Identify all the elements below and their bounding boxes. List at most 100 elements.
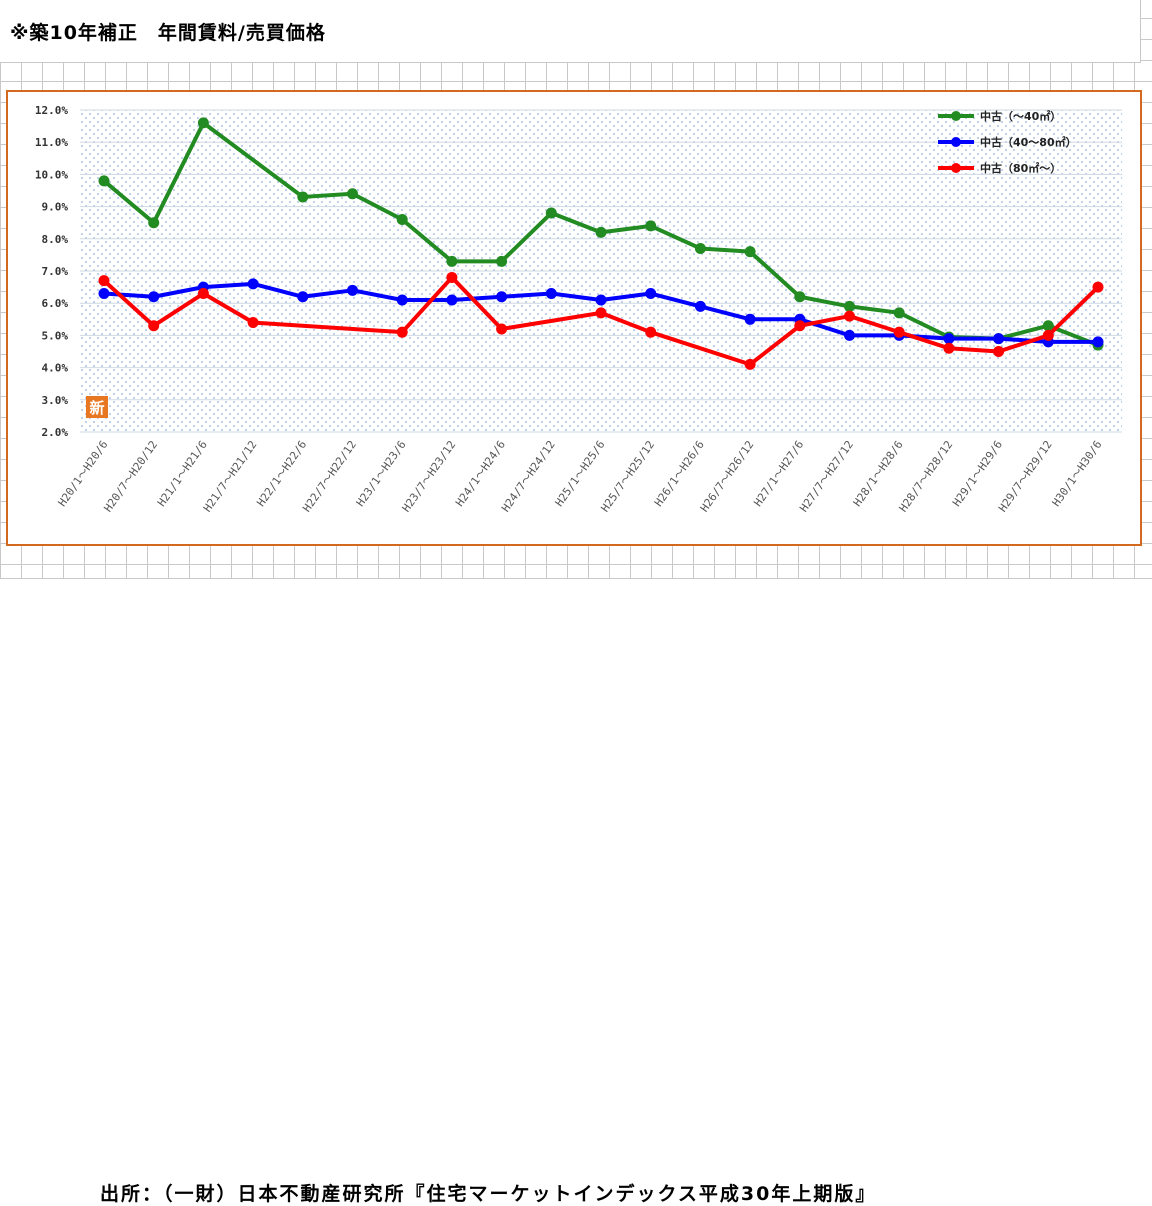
series-group — [98, 278, 1104, 348]
data-point — [148, 320, 160, 332]
data-point — [943, 333, 955, 345]
data-point — [645, 326, 657, 338]
data-point — [396, 294, 408, 306]
data-point — [396, 213, 408, 225]
data-point — [197, 117, 209, 129]
data-point — [893, 307, 905, 319]
badge-label: 新 — [89, 399, 104, 417]
x-tick-label: H28/1～H28/6 — [851, 438, 906, 509]
data-point — [98, 175, 110, 187]
y-tick-label: 6.0% — [42, 297, 69, 310]
y-tick-label: 2.0% — [42, 426, 69, 439]
data-point — [1042, 329, 1054, 341]
data-point — [595, 307, 607, 319]
data-point — [347, 188, 358, 200]
x-tick-label: H30/1～H30/6 — [1050, 438, 1105, 509]
x-tick-label: H21/1～H21/6 — [155, 438, 210, 509]
footer-band: 出所：（一財）日本不動産研究所『住宅マーケットインデックス平成30年上期版』 — [0, 578, 1152, 1205]
data-point — [844, 300, 855, 312]
data-point — [844, 329, 855, 341]
data-point — [1092, 336, 1104, 348]
x-tick-label: H26/7～H26/12 — [698, 438, 757, 514]
y-tick-label: 7.0% — [42, 265, 69, 278]
x-tick-label: H26/1～H26/6 — [652, 438, 707, 509]
y-tick-label: 3.0% — [42, 394, 69, 407]
data-point — [396, 326, 408, 338]
data-point — [148, 217, 160, 229]
data-point — [893, 326, 905, 338]
x-tick-label: H20/7～H20/12 — [101, 438, 160, 514]
data-point — [595, 294, 607, 306]
data-point — [744, 358, 756, 370]
data-point — [993, 333, 1005, 345]
x-tick-label: H27/7～H27/12 — [797, 438, 856, 514]
x-tick-label: H27/1～H27/6 — [751, 438, 806, 509]
source-note: 出所：（一財）日本不動産研究所『住宅マーケットインデックス平成30年上期版』 — [100, 1183, 877, 1205]
y-tick-label: 11.0% — [35, 136, 68, 149]
data-point — [844, 310, 855, 322]
page-title: ※築10年補正 年間賃料/売買価格 — [10, 22, 326, 44]
data-point — [943, 342, 955, 354]
data-point — [98, 288, 110, 300]
x-tick-label: H22/7～H22/12 — [300, 438, 359, 514]
data-point — [744, 313, 756, 325]
legend: 中古（～40㎡） 中古（40～80㎡） 中古（80㎡～） — [938, 109, 1077, 175]
data-point — [496, 323, 508, 335]
legend-swatch-marker — [951, 111, 961, 121]
data-point — [993, 346, 1005, 357]
data-point — [446, 255, 458, 267]
data-point — [247, 278, 259, 290]
data-point — [694, 242, 706, 254]
data-point — [645, 288, 657, 300]
data-point — [794, 291, 806, 303]
new-badge: 新 — [86, 396, 108, 418]
data-point — [545, 207, 557, 219]
y-tick-label: 5.0% — [42, 329, 69, 342]
x-tick-label: H22/1～H22/6 — [254, 438, 309, 509]
data-point — [98, 275, 110, 287]
data-point — [197, 288, 209, 300]
y-tick-label: 10.0% — [35, 168, 68, 181]
legend-swatch-marker — [951, 137, 961, 147]
data-point — [645, 220, 657, 232]
y-tick-label: 9.0% — [42, 201, 69, 214]
data-point — [794, 320, 806, 332]
data-point — [446, 271, 458, 283]
data-point — [247, 317, 259, 329]
legend-label: 中古（～40㎡） — [980, 109, 1061, 123]
x-tick-label: H23/1～H23/6 — [354, 438, 409, 509]
x-tick-label: H20/1～H20/6 — [56, 438, 111, 509]
data-point — [347, 284, 358, 296]
data-point — [545, 288, 557, 300]
data-point — [694, 300, 706, 312]
data-point — [1092, 281, 1104, 293]
x-tick-label: H25/1～H25/6 — [553, 438, 608, 509]
data-point — [297, 191, 309, 203]
data-point — [446, 294, 458, 306]
x-axis-ticks: H20/1～H20/6H20/7～H20/12H21/1～H21/6H21/7～… — [56, 438, 1105, 514]
data-point — [496, 291, 508, 303]
x-tick-label: H24/1～H24/6 — [453, 438, 508, 509]
line-chart: 12.0% 11.0% 10.0% 9.0% 8.0% 7.0% 6.0% 5.0% 4.0% 3… — [35, 104, 1122, 514]
x-tick-label: H28/7～H28/12 — [897, 438, 956, 514]
y-tick-label: 8.0% — [42, 233, 69, 246]
x-tick-label: H23/7～H23/12 — [400, 438, 459, 514]
legend-label: 中古（80㎡～） — [980, 161, 1061, 175]
x-tick-label: H29/1～H29/6 — [950, 438, 1005, 509]
series-line — [102, 120, 1099, 347]
legend-label: 中古（40～80㎡） — [980, 135, 1077, 149]
data-point — [744, 246, 756, 258]
header-band: ※築10年補正 年間賃料/売買価格 — [0, 0, 1141, 63]
data-point — [1042, 320, 1054, 332]
series-group — [98, 271, 1104, 370]
x-tick-label: H24/7～H24/12 — [499, 438, 558, 514]
series-lines — [98, 117, 1104, 370]
x-tick-label: H29/7～H29/12 — [996, 438, 1055, 514]
data-point — [297, 291, 309, 303]
y-axis-ticks: 12.0% 11.0% 10.0% 9.0% 8.0% 7.0% 6.0% 5.0% 4.0% 3… — [35, 104, 68, 439]
legend-swatch-marker — [951, 163, 961, 173]
data-point — [496, 255, 508, 267]
data-point — [595, 226, 607, 238]
data-point — [148, 291, 160, 303]
x-tick-label: H21/7～H21/12 — [201, 438, 260, 514]
